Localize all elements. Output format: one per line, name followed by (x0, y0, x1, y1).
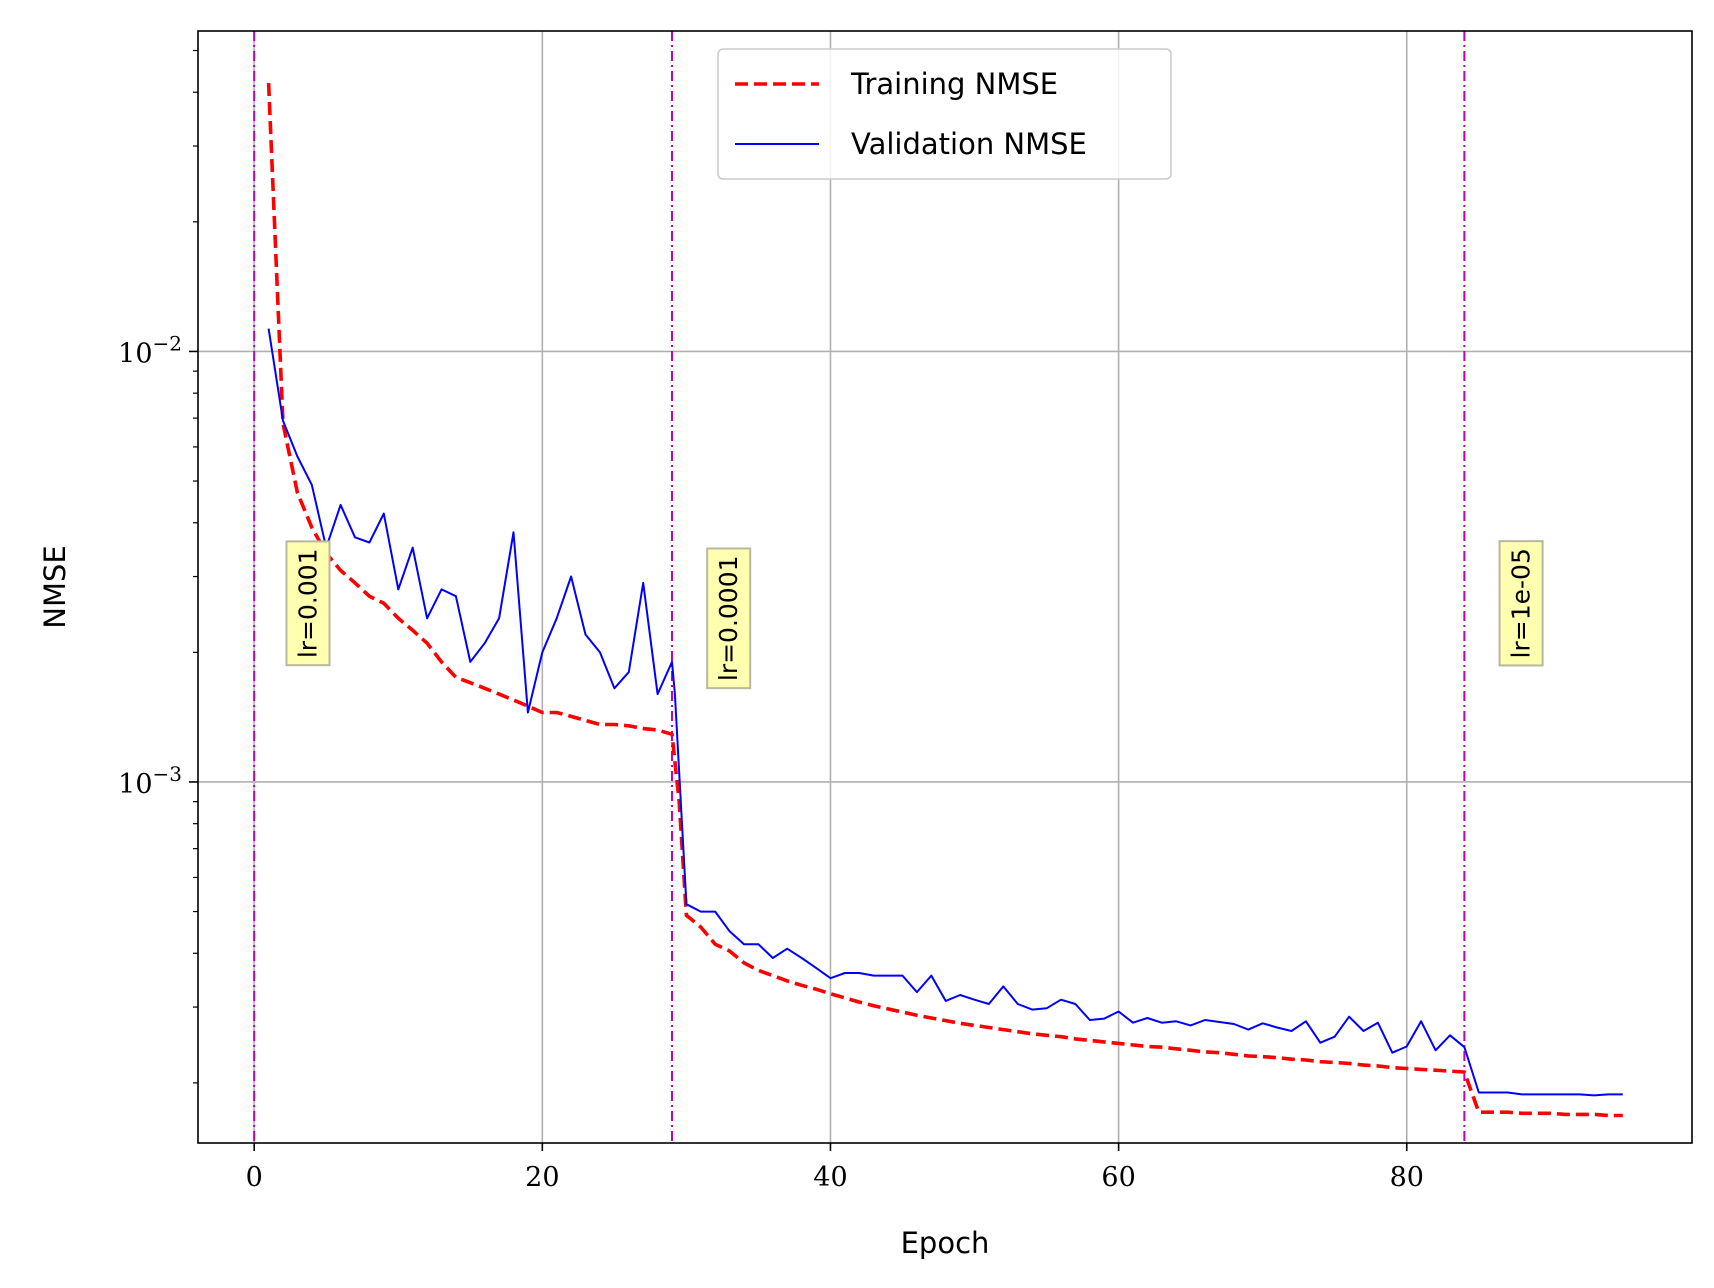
y-tick-label: 10−3 (118, 762, 182, 800)
x-tick-label: 20 (525, 1162, 559, 1193)
lr-annotations: lr=0.001 lr=0.0001 lr=1e-05 (285, 540, 1544, 690)
lr-annotation: lr=0.0001 (706, 547, 752, 690)
training-nmse-line (266, 83, 1623, 1118)
x-axis-title: Epoch (901, 1226, 990, 1260)
lr-annotation-label: lr=0.001 (294, 548, 323, 658)
axis-ticks: 0 20 40 60 80 10−2 10−3 (118, 49, 1424, 1193)
lr-annotation-label: lr=1e-05 (1507, 548, 1536, 658)
lr-annotation-label: lr=0.0001 (714, 555, 743, 681)
x-tick-label: 40 (813, 1162, 847, 1193)
legend: Training NMSE Validation NMSE (717, 48, 1172, 180)
x-tick-label: 80 (1390, 1162, 1424, 1193)
validation-nmse-line (267, 328, 1623, 1097)
lr-annotation-box (1498, 540, 1544, 667)
plot-frame (197, 30, 1693, 1144)
lr-change-lines (253, 31, 1466, 1143)
lr-annotation-box (285, 540, 331, 667)
y-tick-label: 10−2 (118, 331, 182, 369)
x-tick-label: 0 (246, 1162, 263, 1193)
legend-label-validation: Validation NMSE (851, 127, 1087, 161)
legend-box (717, 48, 1172, 180)
lr-annotation: lr=0.001 (285, 540, 331, 667)
grid-lines (198, 31, 1692, 1143)
legend-label-training: Training NMSE (850, 67, 1058, 101)
x-tick-label: 60 (1101, 1162, 1135, 1193)
y-axis-title: NMSE (38, 545, 72, 628)
series-lines (266, 83, 1623, 1118)
lr-annotation-box (706, 547, 752, 690)
lr-annotation: lr=1e-05 (1498, 540, 1544, 667)
